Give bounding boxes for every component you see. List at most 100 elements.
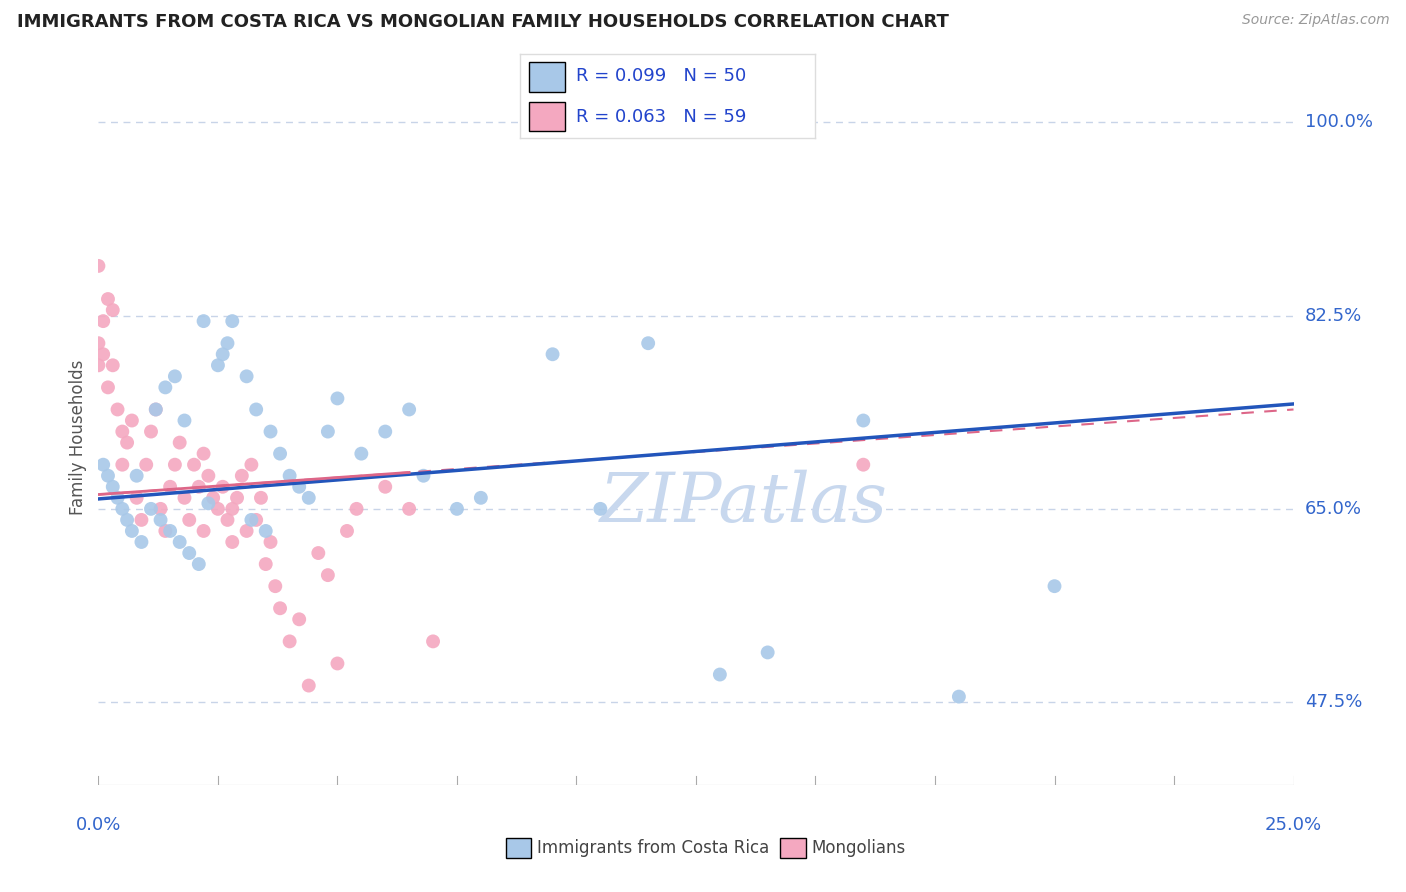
Point <box>145 402 167 417</box>
Point <box>446 501 468 516</box>
Point <box>145 402 167 417</box>
Point <box>111 501 134 516</box>
Point <box>221 535 243 549</box>
Point <box>183 458 205 472</box>
Point <box>709 667 731 681</box>
Point <box>316 568 339 582</box>
Point <box>193 447 215 461</box>
Text: 100.0%: 100.0% <box>1305 113 1372 131</box>
Point <box>163 369 186 384</box>
Point <box>422 634 444 648</box>
Text: R = 0.063   N = 59: R = 0.063 N = 59 <box>576 108 747 126</box>
Point <box>111 425 134 439</box>
Point <box>278 468 301 483</box>
Point <box>211 480 233 494</box>
Point <box>307 546 329 560</box>
Point <box>193 524 215 538</box>
Point <box>197 468 219 483</box>
Point <box>398 501 420 516</box>
Point <box>97 468 120 483</box>
Point <box>240 513 263 527</box>
Point <box>163 458 186 472</box>
Point <box>155 524 177 538</box>
Point <box>87 359 110 373</box>
Point <box>149 501 172 516</box>
Point <box>217 513 239 527</box>
Point <box>193 314 215 328</box>
Point <box>326 657 349 671</box>
Point <box>87 336 110 351</box>
Point <box>187 557 209 571</box>
Point <box>139 425 162 439</box>
Point <box>101 480 124 494</box>
Point <box>852 413 875 427</box>
Point <box>159 524 181 538</box>
Text: Immigrants from Costa Rica: Immigrants from Costa Rica <box>537 839 769 857</box>
Point <box>346 501 368 516</box>
Point <box>288 480 311 494</box>
Point <box>269 447 291 461</box>
Point <box>240 458 263 472</box>
Point <box>288 612 311 626</box>
Point <box>207 359 229 373</box>
Point <box>101 303 124 318</box>
Point <box>245 402 267 417</box>
Point <box>374 480 396 494</box>
Point <box>1043 579 1066 593</box>
Point <box>115 513 138 527</box>
Point <box>298 491 321 505</box>
Point <box>169 435 191 450</box>
Point <box>589 501 612 516</box>
Point <box>259 535 281 549</box>
Text: 25.0%: 25.0% <box>1265 815 1322 833</box>
Point <box>121 413 143 427</box>
Point <box>756 645 779 659</box>
Point <box>131 535 153 549</box>
Text: R = 0.099   N = 50: R = 0.099 N = 50 <box>576 67 747 85</box>
Point <box>948 690 970 704</box>
FancyBboxPatch shape <box>529 102 565 131</box>
Point <box>207 501 229 516</box>
Point <box>179 546 201 560</box>
Point <box>91 347 114 361</box>
Point <box>111 458 134 472</box>
FancyBboxPatch shape <box>529 62 565 92</box>
Point <box>211 347 233 361</box>
Text: 65.0%: 65.0% <box>1305 500 1361 518</box>
Point <box>173 491 195 505</box>
Point <box>149 513 172 527</box>
Point <box>326 392 349 406</box>
Point <box>121 524 143 538</box>
Text: IMMIGRANTS FROM COSTA RICA VS MONGOLIAN FAMILY HOUSEHOLDS CORRELATION CHART: IMMIGRANTS FROM COSTA RICA VS MONGOLIAN … <box>17 13 949 31</box>
Text: Source: ZipAtlas.com: Source: ZipAtlas.com <box>1241 13 1389 28</box>
Point <box>91 314 114 328</box>
Point <box>254 524 277 538</box>
Point <box>179 513 201 527</box>
Point <box>97 380 120 394</box>
Point <box>187 480 209 494</box>
Point <box>115 435 138 450</box>
Point <box>231 468 253 483</box>
Point <box>350 447 373 461</box>
Point <box>637 336 659 351</box>
Point <box>221 501 243 516</box>
Point <box>97 292 120 306</box>
Point <box>125 468 148 483</box>
Point <box>202 491 225 505</box>
Point <box>159 480 181 494</box>
Point <box>155 380 177 394</box>
Point <box>125 491 148 505</box>
Point <box>169 535 191 549</box>
Text: ZIPatlas: ZIPatlas <box>600 470 887 537</box>
Point <box>316 425 339 439</box>
Point <box>197 496 219 510</box>
Point <box>852 458 875 472</box>
Point <box>107 402 129 417</box>
Point <box>412 468 434 483</box>
Point <box>398 402 420 417</box>
Text: 47.5%: 47.5% <box>1305 693 1362 711</box>
Point <box>336 524 359 538</box>
Point <box>254 557 277 571</box>
Point <box>245 513 267 527</box>
Point <box>217 336 239 351</box>
